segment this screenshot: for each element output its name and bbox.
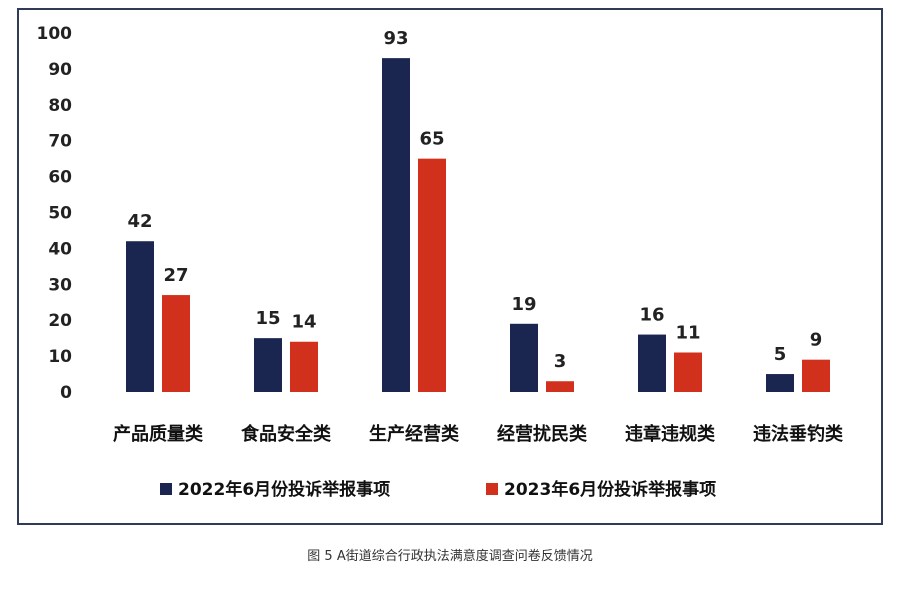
x-tick-label: 经营扰民类 <box>497 423 588 445</box>
data-label: 42 <box>127 211 152 232</box>
chart-frame <box>17 8 883 525</box>
data-label: 27 <box>163 265 188 286</box>
bar-2023 <box>802 359 830 392</box>
data-label: 93 <box>383 28 408 49</box>
y-tick-label: 80 <box>48 96 72 116</box>
x-tick-label: 生产经营类 <box>369 423 460 445</box>
bar-chart: 0 10 20 30 40 50 60 70 80 90 100 产品质量类 42 27 食品安全类 15 14… <box>37 24 844 500</box>
bar-2022 <box>510 323 538 392</box>
bar-2023 <box>290 341 318 392</box>
y-tick-label: 30 <box>48 275 72 295</box>
y-tick-label: 40 <box>48 239 72 259</box>
x-tick-label: 食品安全类 <box>240 423 332 445</box>
y-tick-label: 60 <box>48 168 72 188</box>
bar-2023 <box>418 158 446 392</box>
y-tick-label: 0 <box>60 383 72 403</box>
data-label: 3 <box>554 351 567 372</box>
y-tick-label: 100 <box>37 24 73 44</box>
bar-2023 <box>162 295 190 392</box>
bar-2022 <box>254 338 282 392</box>
x-tick-label: 违章违规类 <box>625 423 716 445</box>
legend-swatch <box>160 483 172 495</box>
x-tick-label: 产品质量类 <box>113 423 204 445</box>
x-tick-label: 违法垂钓类 <box>753 423 844 445</box>
bar-2022 <box>638 334 666 392</box>
bar-2022 <box>382 58 410 392</box>
data-label: 19 <box>511 294 536 315</box>
legend-label: 2022年6月份投诉举报事项 <box>178 479 390 500</box>
bar-2023 <box>674 352 702 392</box>
data-label: 11 <box>675 323 700 344</box>
data-label: 14 <box>291 312 316 333</box>
data-label: 5 <box>774 344 787 365</box>
legend-swatch <box>486 483 498 495</box>
figure-caption: 图 5 A街道综合行政执法满意度调查问卷反馈情况 <box>307 549 593 564</box>
bar-2022 <box>766 374 794 392</box>
bar-2023 <box>546 381 574 392</box>
bar-2022 <box>126 241 154 392</box>
y-tick-label: 10 <box>48 347 72 367</box>
y-tick-label: 50 <box>48 204 72 224</box>
data-label: 65 <box>419 129 444 150</box>
y-tick-label: 70 <box>48 132 72 152</box>
data-label: 9 <box>810 330 823 351</box>
y-tick-label: 90 <box>48 60 72 80</box>
data-label: 16 <box>639 305 664 326</box>
y-tick-label: 20 <box>48 311 72 331</box>
data-label: 15 <box>255 308 280 329</box>
legend-label: 2023年6月份投诉举报事项 <box>504 479 716 500</box>
